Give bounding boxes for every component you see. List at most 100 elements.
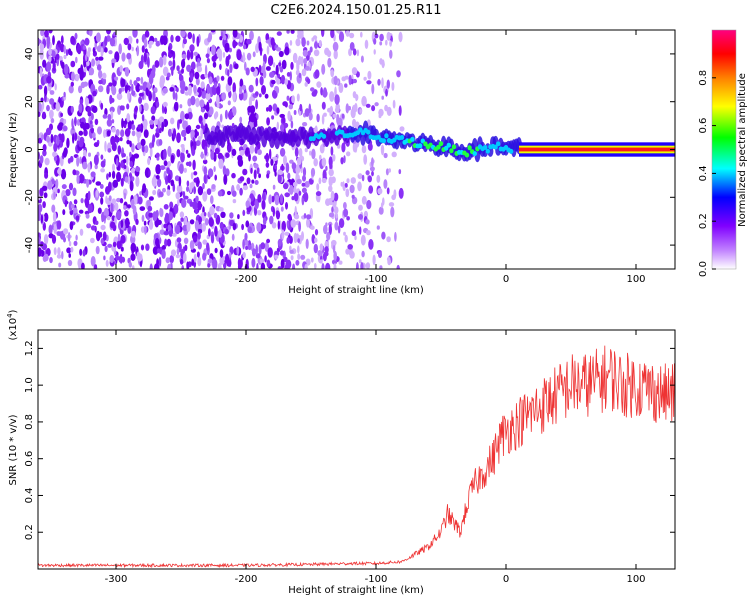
- heatmap-cell: [60, 133, 65, 143]
- heatmap-cell: [86, 60, 90, 67]
- heatmap-cell: [296, 93, 300, 102]
- snr-frame: [37, 329, 676, 570]
- heatmap-cell: [194, 128, 198, 139]
- heatmap-cell: [217, 152, 223, 160]
- heatmap-cell: [290, 61, 294, 70]
- heatmap-cell: [67, 48, 72, 56]
- heatmap-cell: [61, 251, 64, 260]
- heatmap-cell: [190, 130, 195, 138]
- heatmap-cell: [124, 176, 129, 183]
- heatmap-cell: [381, 77, 384, 89]
- heatmap-cell: [107, 148, 112, 153]
- heatmap-cell: [80, 121, 85, 129]
- heatmap-cell: [134, 105, 138, 113]
- heatmap-cell: [182, 38, 187, 45]
- heatmap-cell: [245, 220, 250, 228]
- spectrogram-x-ticks: -300 -200 -100 0 100: [105, 30, 646, 285]
- heatmap-cell: [286, 72, 291, 77]
- heatmap-cell: [98, 85, 104, 93]
- heatmap-cell: [158, 139, 163, 146]
- heatmap-cell: [311, 234, 315, 243]
- heatmap-cell: [50, 133, 54, 144]
- heatmap-cell: [366, 80, 372, 85]
- heatmap-cell: [84, 122, 90, 130]
- heatmap-cell: [81, 262, 85, 269]
- heatmap-cell: [127, 225, 131, 234]
- heatmap-cell: [58, 231, 63, 237]
- heatmap-cell: [148, 220, 154, 230]
- heatmap-cell: [303, 58, 308, 65]
- heatmap-cell: [58, 55, 63, 61]
- heatmap-cell: [321, 133, 327, 139]
- heatmap-cell: [42, 111, 46, 120]
- heatmap-cell: [172, 90, 176, 100]
- heatmap-cell: [246, 52, 252, 61]
- heatmap-cell: [141, 214, 145, 222]
- heatmap-cell: [309, 46, 313, 53]
- heatmap-cell: [114, 136, 120, 143]
- heatmap-cell: [360, 234, 366, 246]
- heatmap-cell: [493, 144, 498, 150]
- heatmap-cell: [306, 214, 312, 220]
- heatmap-cell: [232, 199, 237, 204]
- heatmap-cell: [167, 145, 172, 157]
- heatmap-cell: [285, 202, 288, 210]
- heatmap-cell: [137, 124, 142, 130]
- heatmap-cell: [301, 187, 307, 194]
- heatmap-cell: [276, 107, 280, 114]
- heatmap-cell: [269, 148, 272, 160]
- heatmap-cell: [53, 142, 58, 152]
- heatmap-cell: [168, 45, 171, 52]
- heatmap-cell: [48, 55, 52, 63]
- heatmap-cell: [377, 188, 383, 195]
- heatmap-cell: [321, 63, 326, 75]
- heatmap-cell: [241, 223, 245, 231]
- heatmap-cell: [210, 195, 214, 205]
- heatmap-cell: [231, 148, 237, 156]
- heatmap-cell: [127, 43, 132, 51]
- heatmap-cell: [279, 113, 286, 118]
- heatmap-cell: [58, 262, 62, 268]
- heatmap-cell: [338, 218, 345, 229]
- heatmap-cell: [131, 83, 134, 93]
- heatmap-cell: [140, 244, 145, 251]
- heatmap-cell: [135, 176, 140, 188]
- heatmap-cell: [103, 255, 106, 261]
- heatmap-cell: [322, 90, 328, 98]
- heatmap-cell: [159, 116, 165, 123]
- heatmap-cell: [284, 78, 289, 86]
- heatmap-cell: [296, 157, 302, 166]
- heatmap-cell: [260, 262, 266, 269]
- heatmap-cell: [78, 140, 84, 148]
- heatmap-cell: [85, 97, 90, 106]
- heatmap-cell: [141, 114, 145, 122]
- heatmap-cell: [345, 103, 349, 114]
- heatmap-cell: [154, 60, 160, 68]
- heatmap-cell: [183, 167, 187, 173]
- heatmap-cell: [131, 120, 134, 125]
- heatmap-cell: [68, 253, 71, 258]
- heatmap-cell: [126, 113, 131, 123]
- heatmap-cell: [207, 258, 213, 264]
- heatmap-cell: [42, 149, 47, 157]
- heatmap-cell: [483, 145, 488, 150]
- heatmap-cell: [112, 179, 119, 188]
- heatmap-cell: [314, 229, 319, 236]
- heatmap-cell: [176, 149, 181, 158]
- heatmap-cell: [398, 31, 403, 43]
- heatmap-cell: [140, 226, 145, 234]
- heatmap-cell: [88, 30, 93, 37]
- heatmap-cell: [183, 237, 189, 244]
- heatmap-cell: [219, 36, 223, 41]
- heatmap-cell: [283, 182, 289, 190]
- heatmap-cell: [78, 103, 83, 114]
- heatmap-cell: [378, 251, 382, 258]
- heatmap-cell: [327, 57, 332, 68]
- heatmap-cell: [227, 76, 233, 86]
- heatmap-cell: [111, 85, 117, 96]
- heatmap-cell: [281, 59, 287, 70]
- heatmap-cell: [48, 224, 53, 235]
- heatmap-cell: [205, 92, 211, 101]
- x-tick-label: 0: [503, 574, 509, 585]
